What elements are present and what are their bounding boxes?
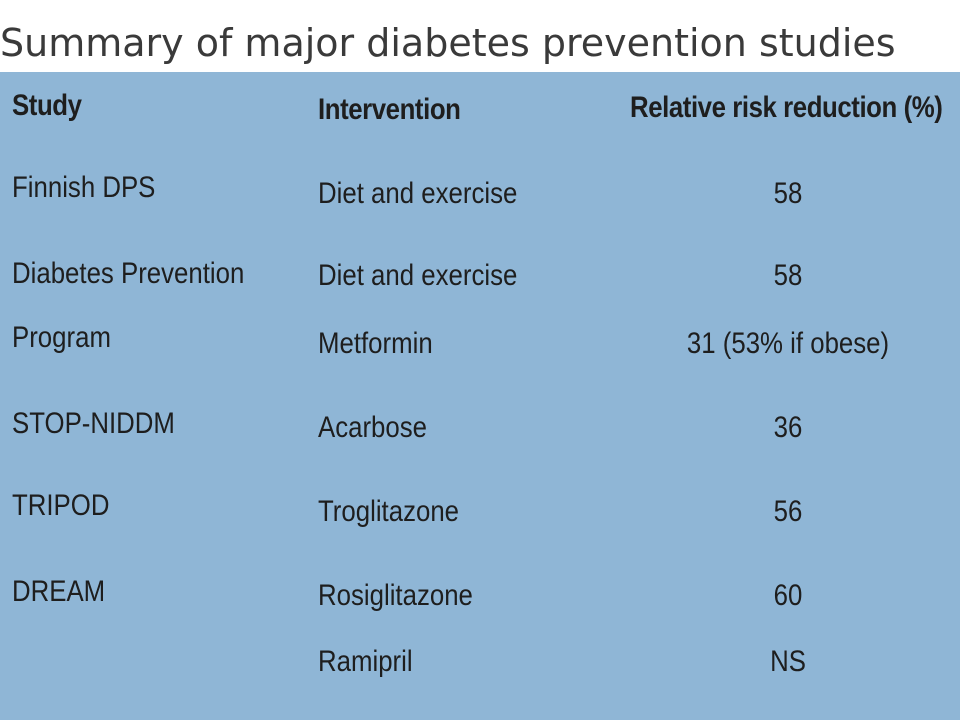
studies-table: Study Intervention Relative risk reducti… <box>0 72 960 720</box>
table-row-study: TRIPOD <box>12 489 110 522</box>
column-header-relative-risk-reduction: Relative risk reduction (%) <box>630 91 943 124</box>
table-row-rrr: 58 <box>773 259 803 292</box>
table-row-intervention: Ramipril <box>318 645 413 678</box>
column-header-intervention: Intervention <box>318 93 461 126</box>
table-row-rrr: 56 <box>773 495 803 528</box>
table-row-rrr: 58 <box>773 177 803 210</box>
table-row-intervention: Diet and exercise <box>318 259 518 292</box>
table-row-study: Program <box>12 321 111 354</box>
table-row-rrr: NS <box>770 645 806 678</box>
table-row-study: STOP-NIDDM <box>12 407 175 440</box>
table-row-intervention: Rosiglitazone <box>318 579 473 612</box>
table-row-study: Finnish DPS <box>12 171 156 204</box>
column-header-study: Study <box>12 89 82 122</box>
table-row-rrr: 36 <box>773 411 803 444</box>
table-row-rrr: 60 <box>773 579 803 612</box>
slide-title: Summary of major diabetes prevention stu… <box>0 21 896 65</box>
table-row-intervention: Acarbose <box>318 411 428 444</box>
table-row-intervention: Diet and exercise <box>318 177 518 210</box>
table-row-study: Diabetes Prevention <box>12 257 245 290</box>
table-row-intervention: Troglitazone <box>318 495 460 528</box>
table-row-rrr: 31 (53% if obese) <box>686 327 890 360</box>
table-row-intervention: Metformin <box>318 327 433 360</box>
table-row-study: DREAM <box>12 575 106 608</box>
